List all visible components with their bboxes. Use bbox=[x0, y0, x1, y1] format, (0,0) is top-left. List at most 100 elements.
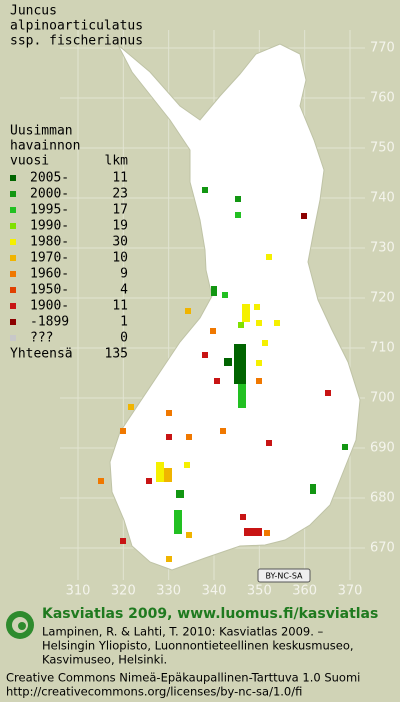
x-tick-label: 360 bbox=[292, 584, 317, 599]
dot bbox=[185, 308, 191, 314]
citation: Lampinen, R. & Lahti, T. 2010: Kasviatla… bbox=[42, 625, 324, 639]
dot bbox=[211, 286, 217, 296]
dot bbox=[164, 468, 172, 482]
dot bbox=[238, 322, 244, 328]
dot bbox=[186, 532, 192, 538]
legend-count: 0 bbox=[120, 331, 128, 346]
dot bbox=[166, 434, 172, 440]
site-title: Kasviatlas 2009, www.luomus.fi/kasviatla… bbox=[42, 606, 378, 622]
dot bbox=[220, 428, 226, 434]
y-tick-label: 760 bbox=[370, 91, 395, 106]
x-tick-label: 350 bbox=[247, 584, 272, 599]
x-tick-label: 310 bbox=[66, 584, 91, 599]
legend-heading: Uusimman bbox=[10, 124, 73, 139]
dot bbox=[325, 390, 331, 396]
legend-count: 17 bbox=[112, 203, 128, 218]
legend-swatch bbox=[10, 303, 16, 309]
legend-count-heading: lkm bbox=[105, 154, 129, 169]
dot bbox=[146, 478, 152, 484]
dot bbox=[342, 444, 348, 450]
legend-count: 11 bbox=[112, 299, 128, 314]
legend-label: 1900- bbox=[30, 299, 69, 314]
dot bbox=[202, 352, 208, 358]
legend-count: 9 bbox=[120, 267, 128, 282]
citation: Kasvimuseo, Helsinki. bbox=[42, 653, 167, 667]
x-tick-label: 370 bbox=[338, 584, 363, 599]
dot bbox=[186, 434, 192, 440]
legend-swatch bbox=[10, 287, 16, 293]
dot bbox=[184, 462, 190, 468]
dot bbox=[128, 404, 134, 410]
legend-swatch bbox=[10, 335, 16, 341]
legend-label: 1970- bbox=[30, 251, 69, 266]
dot bbox=[222, 292, 228, 298]
dot bbox=[244, 528, 262, 536]
legend-label: -1899 bbox=[30, 315, 69, 330]
legend-count: 4 bbox=[120, 283, 128, 298]
species-title: alpinoarticulatus bbox=[10, 19, 143, 34]
x-tick-label: 320 bbox=[111, 584, 136, 599]
dot bbox=[202, 187, 208, 193]
legend-total: 135 bbox=[105, 347, 128, 362]
dot bbox=[234, 344, 246, 384]
dot bbox=[210, 328, 216, 334]
license-badge-text: BY-NC-SA bbox=[265, 572, 303, 581]
legend-heading: vuosi bbox=[10, 154, 49, 169]
legend-heading: havainnon bbox=[10, 139, 80, 154]
legend-label: 1980- bbox=[30, 235, 69, 250]
dot bbox=[224, 358, 232, 366]
dot bbox=[301, 213, 307, 219]
dot bbox=[256, 360, 262, 366]
legend-count: 11 bbox=[112, 171, 128, 186]
legend-label: ??? bbox=[30, 331, 53, 346]
citation: Helsingin Yliopisto, Luonnontieteellinen… bbox=[42, 639, 354, 653]
legend-label: 1950- bbox=[30, 283, 69, 298]
legend-count: 23 bbox=[112, 187, 128, 202]
dot bbox=[235, 196, 241, 202]
y-tick-label: 740 bbox=[370, 191, 395, 206]
y-tick-label: 700 bbox=[370, 391, 395, 406]
legend-count: 19 bbox=[112, 219, 128, 234]
legend-swatch bbox=[10, 255, 16, 261]
legend-swatch bbox=[10, 175, 16, 181]
dot bbox=[120, 428, 126, 434]
y-tick-label: 670 bbox=[370, 541, 395, 556]
y-tick-label: 730 bbox=[370, 241, 395, 256]
logo bbox=[6, 611, 34, 639]
x-tick-label: 330 bbox=[156, 584, 181, 599]
dot bbox=[256, 320, 262, 326]
dot bbox=[235, 212, 241, 218]
x-tick-label: 340 bbox=[202, 584, 227, 599]
legend-swatch bbox=[10, 239, 16, 245]
y-tick-label: 750 bbox=[370, 141, 395, 156]
y-tick-label: 710 bbox=[370, 341, 395, 356]
y-tick-label: 720 bbox=[370, 291, 395, 306]
legend-swatch bbox=[10, 191, 16, 197]
license-text: Creative Commons Nimeä-Epäkaupallinen-Ta… bbox=[6, 671, 360, 685]
y-tick-label: 770 bbox=[370, 41, 395, 56]
dot bbox=[266, 440, 272, 446]
dot bbox=[166, 556, 172, 562]
legend-swatch bbox=[10, 223, 16, 229]
dot bbox=[264, 530, 270, 536]
legend-swatch bbox=[10, 319, 16, 325]
legend-label: 1960- bbox=[30, 267, 69, 282]
y-tick-label: 680 bbox=[370, 491, 395, 506]
observation-dots bbox=[98, 187, 348, 562]
species-title: ssp. fischerianus bbox=[10, 34, 143, 49]
dot bbox=[166, 410, 172, 416]
dot bbox=[176, 490, 184, 498]
dot bbox=[120, 538, 126, 544]
legend-swatch bbox=[10, 271, 16, 277]
dot bbox=[238, 384, 246, 408]
license-url: http://creativecommons.org/licenses/by-n… bbox=[6, 685, 302, 699]
legend-count: 1 bbox=[120, 315, 128, 330]
species-title: Juncus bbox=[10, 4, 57, 19]
dot bbox=[310, 484, 316, 494]
dot bbox=[240, 514, 246, 520]
legend-swatch bbox=[10, 207, 16, 213]
dot bbox=[98, 478, 104, 484]
dot bbox=[262, 340, 268, 346]
